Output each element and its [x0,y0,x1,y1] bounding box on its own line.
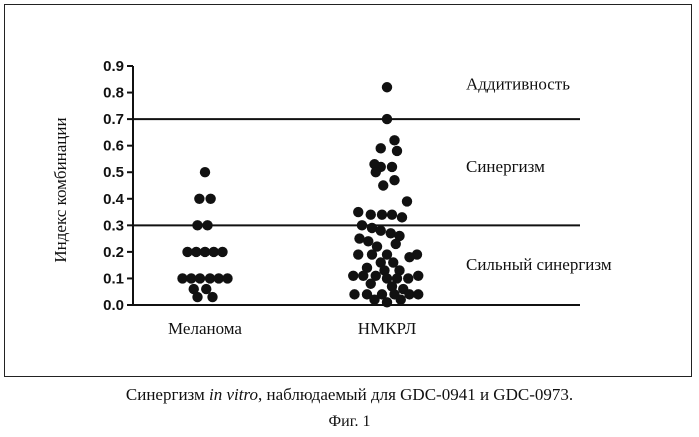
data-point [186,273,197,284]
zone-label: Аддитивность [466,75,570,94]
y-tick-label: 0.8 [103,85,124,102]
data-point [391,273,403,284]
data-point [375,257,386,268]
data-point [404,252,415,263]
data-point [381,113,393,125]
data-point [394,230,405,242]
y-tick-label: 0.9 [103,58,124,75]
data-point [365,209,376,220]
zone-label: Сильный синергизм [466,255,612,274]
y-tick-label: 0.5 [103,164,124,181]
data-point [388,257,399,268]
data-point [413,270,424,281]
data-point [379,265,390,276]
data-point [378,180,389,191]
data-point [386,161,398,173]
data-point [208,246,219,258]
data-point [207,291,218,303]
data-point [381,82,393,93]
data-point [376,209,388,220]
data-point [381,273,393,284]
y-tick-label: 0.6 [103,138,124,155]
data-point [192,291,203,303]
data-point [369,294,380,305]
data-point [354,233,365,244]
data-point [191,246,202,258]
data-point [370,167,381,178]
figure-number: Фиг. 1 [328,413,371,430]
data-point [192,220,203,231]
data-point [363,236,374,247]
y-tick-label: 0.3 [103,217,124,234]
y-tick-label: 0.2 [103,244,124,261]
data-point [390,238,401,250]
data-point [199,246,211,258]
scatter-chart: 0.0 0.1 0.2 0.3 0.4 0.5 0.6 0.7 0.8 0.9 Индекс ком… [51,58,612,338]
data-point [413,289,424,300]
data-point [194,273,206,284]
data-point [371,241,383,252]
axes [127,65,580,306]
data-point [182,246,193,258]
data-point [401,196,413,207]
data-point [395,294,406,305]
data-point [361,262,373,274]
data-point [353,206,364,218]
zone-label: Синергизм [466,157,545,176]
data-point [394,265,405,276]
data-point [356,220,368,231]
data-point [370,270,381,281]
chart-labels: 0.0 0.1 0.2 0.3 0.4 0.5 0.6 0.7 0.8 0.9 Индекс ком… [51,58,612,338]
data-point [376,289,388,300]
data-point [199,167,211,178]
data-point [389,174,400,186]
data-point [386,209,398,220]
data-point [375,225,386,236]
data-point [217,246,228,258]
data-point [404,289,415,300]
caption-suffix: , наблюдаемый для GDC-0941 и GDC-0973. [257,385,574,404]
figure-frame [4,4,692,377]
data-point [205,193,216,204]
figure-caption: Синергизм in vitro, наблюдаемый для GDC-… [0,385,699,405]
category-label: Меланома [168,319,242,338]
y-tick-label: 0.0 [103,297,124,314]
data-point [353,249,364,260]
data-point [202,220,213,231]
data-point [213,273,224,284]
data-point [381,297,393,308]
data-point [366,249,378,260]
data-points [177,82,424,308]
y-tick-label: 0.1 [103,270,124,287]
data-point [204,273,216,284]
data-point [386,281,398,292]
y-tick-label: 0.4 [103,191,125,208]
data-point [389,135,400,146]
data-point [201,283,212,295]
data-point [396,212,408,223]
y-tick-label: 0.7 [103,111,124,128]
data-point [366,222,378,234]
data-point [194,193,205,204]
data-point [391,145,403,157]
caption-italic: in vitro [209,385,258,404]
data-point [365,278,376,289]
data-point [403,273,414,284]
data-point [349,289,360,300]
caption-prefix: Синергизм [125,385,210,404]
data-point [385,228,396,239]
data-point [381,249,393,260]
data-point [358,270,369,281]
category-label: НМКРЛ [358,319,417,338]
data-point [188,283,199,295]
y-axis-title: Индекс комбинации [51,117,70,262]
data-point [177,273,188,284]
data-point [348,270,359,281]
data-point [222,273,233,284]
data-point [375,143,386,154]
data-point [361,289,373,300]
